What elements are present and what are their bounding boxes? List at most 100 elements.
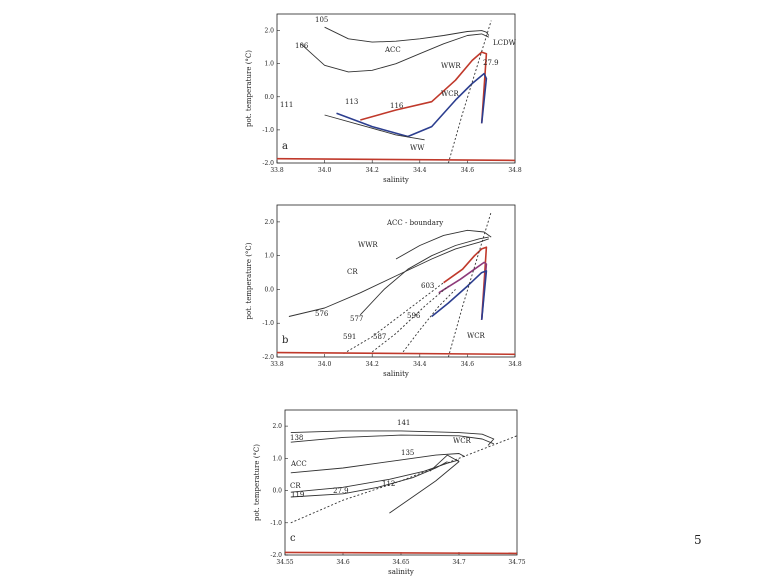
chart-panel-c: 34.55 34.6 34.65 34.7 34.75 -2.0 -1.0 0.0 1.0 2.0… xyxy=(253,409,526,576)
panel-letter: b xyxy=(282,335,288,346)
x-tick-label: 33.8 xyxy=(270,167,284,174)
annotation-label: ACC xyxy=(290,460,307,468)
annotation-label: 27.9 xyxy=(483,59,499,67)
annotation-label: 116 xyxy=(390,102,404,110)
annotation-label: WWR xyxy=(358,241,378,249)
series-line-576 xyxy=(288,238,489,317)
series-line-141 xyxy=(290,430,495,446)
annotation-label: 591 xyxy=(343,333,356,341)
page-number: 5 xyxy=(694,533,702,547)
annotation-label: 111 xyxy=(280,101,293,109)
series-line-106 xyxy=(300,33,489,73)
x-tick-label: 33.8 xyxy=(270,361,284,368)
x-axis-label: salinity xyxy=(383,370,409,378)
x-tick-label: 34.0 xyxy=(318,167,332,174)
x-axis-label: salinity xyxy=(383,176,409,184)
series-line-acc-boundary xyxy=(395,229,492,260)
annotation-label: 576 xyxy=(315,310,329,318)
y-axis-label: pot. temperature (°C) xyxy=(253,444,261,521)
series-line-wcr xyxy=(431,270,488,320)
series-line-596 xyxy=(402,289,456,353)
annotation-label: 587 xyxy=(373,333,386,341)
x-tick-label: 34.8 xyxy=(508,361,522,368)
annotation-label: 119 xyxy=(291,491,304,499)
x-tick-label: 34.2 xyxy=(366,361,380,368)
y-tick-label: 0.0 xyxy=(264,94,274,101)
y-tick-label: -2.0 xyxy=(262,160,274,167)
annotation-label: 112 xyxy=(382,480,395,488)
y-tick-label: 0.0 xyxy=(264,286,274,293)
x-tick-label: 34.2 xyxy=(366,167,380,174)
x-tick-label: 34.75 xyxy=(508,559,525,566)
x-tick-label: 34.4 xyxy=(413,167,427,174)
series-line-freezing-line xyxy=(277,157,515,162)
x-tick-label: 34.65 xyxy=(392,559,409,566)
y-axis-label: pot. temperature (°C) xyxy=(245,50,253,127)
x-tick-label: 34.7 xyxy=(452,559,466,566)
series-line-577 xyxy=(359,236,489,316)
series-line-27-9 xyxy=(447,211,492,357)
annotation-label: WCR xyxy=(467,332,486,340)
y-tick-label: 2.0 xyxy=(272,423,282,430)
y-tick-label: -2.0 xyxy=(262,354,274,361)
series-line-119 xyxy=(290,459,460,493)
y-tick-label: -1.0 xyxy=(262,127,274,134)
series-line-ww xyxy=(324,114,425,141)
annotation-label: 106 xyxy=(295,42,309,50)
x-tick-label: 34.6 xyxy=(461,361,475,368)
annotation-label: 603 xyxy=(421,282,434,290)
annotation-label: LCDW xyxy=(493,39,517,47)
series-line-wwr xyxy=(443,246,488,320)
series-line-wcr xyxy=(336,72,488,138)
scanned-figure-page: 33.8 34.0 34.2 34.4 34.6 34.8 -2.0 -1.0 0.0 1.0 2.… xyxy=(175,0,595,576)
series-line-138 xyxy=(290,434,494,445)
panel-letter: c xyxy=(290,533,296,544)
annotation-label: 135 xyxy=(401,449,414,457)
annotation-label: 138 xyxy=(290,434,303,442)
annotation-label: 577 xyxy=(350,315,363,323)
y-axis-label: pot. temperature (°C) xyxy=(245,242,253,319)
annotation-label: WW xyxy=(410,144,425,152)
series-line-27-9 xyxy=(290,435,517,524)
annotation-label: WCR xyxy=(441,90,460,98)
series-line-freezing-line xyxy=(277,351,515,356)
y-tick-label: -1.0 xyxy=(262,320,274,327)
y-tick-label: 2.0 xyxy=(264,219,274,226)
y-tick-label: 1.0 xyxy=(264,61,274,68)
annotation-label: ACC xyxy=(384,46,401,54)
y-tick-label: 2.0 xyxy=(264,28,274,35)
plot-frame xyxy=(276,204,516,358)
annotation-label: 596 xyxy=(407,312,421,320)
annotation-label: WCR xyxy=(453,437,472,445)
x-tick-label: 34.6 xyxy=(336,559,350,566)
y-tick-label: 1.0 xyxy=(264,253,274,260)
series-line-wcr xyxy=(389,454,460,514)
x-tick-label: 34.55 xyxy=(276,559,293,566)
annotation-label: CR xyxy=(290,482,301,490)
annotation-label: WWR xyxy=(441,62,461,70)
y-tick-label: -2.0 xyxy=(270,552,282,559)
series-line-105 xyxy=(324,26,490,43)
annotation-label: ACC - boundary xyxy=(386,219,443,227)
annotation-label: CR xyxy=(347,268,358,276)
annotation-label: 113 xyxy=(345,98,358,106)
series-line-27-9 xyxy=(447,20,492,163)
series-line-591 xyxy=(343,282,444,354)
x-axis-label: salinity xyxy=(388,568,414,576)
figure-svg: 33.8 34.0 34.2 34.4 34.6 34.8 -2.0 -1.0 0.0 1.0 2.… xyxy=(245,13,526,576)
series-line-wwr xyxy=(360,51,488,124)
series-line-587 xyxy=(371,285,449,353)
series-line-freezing-line xyxy=(285,551,517,555)
annotation-label: 105 xyxy=(315,16,328,24)
chart-panel-b: 33.8 34.0 34.2 34.4 34.6 34.8 -2.0 -1.0 0.0 1.0 2.… xyxy=(245,204,522,378)
x-tick-label: 34.0 xyxy=(318,361,332,368)
y-tick-label: 0.0 xyxy=(272,488,282,495)
chart-panel-a: 33.8 34.0 34.2 34.4 34.6 34.8 -2.0 -1.0 0.0 1.0 2.… xyxy=(245,13,522,184)
annotation-label: 27.9 xyxy=(333,487,349,495)
x-tick-label: 34.8 xyxy=(508,167,522,174)
series-line-135 xyxy=(290,453,466,474)
panel-letter: a xyxy=(282,141,288,152)
y-tick-label: 1.0 xyxy=(272,455,282,462)
plot-frame xyxy=(276,13,516,164)
x-tick-label: 34.4 xyxy=(413,361,427,368)
